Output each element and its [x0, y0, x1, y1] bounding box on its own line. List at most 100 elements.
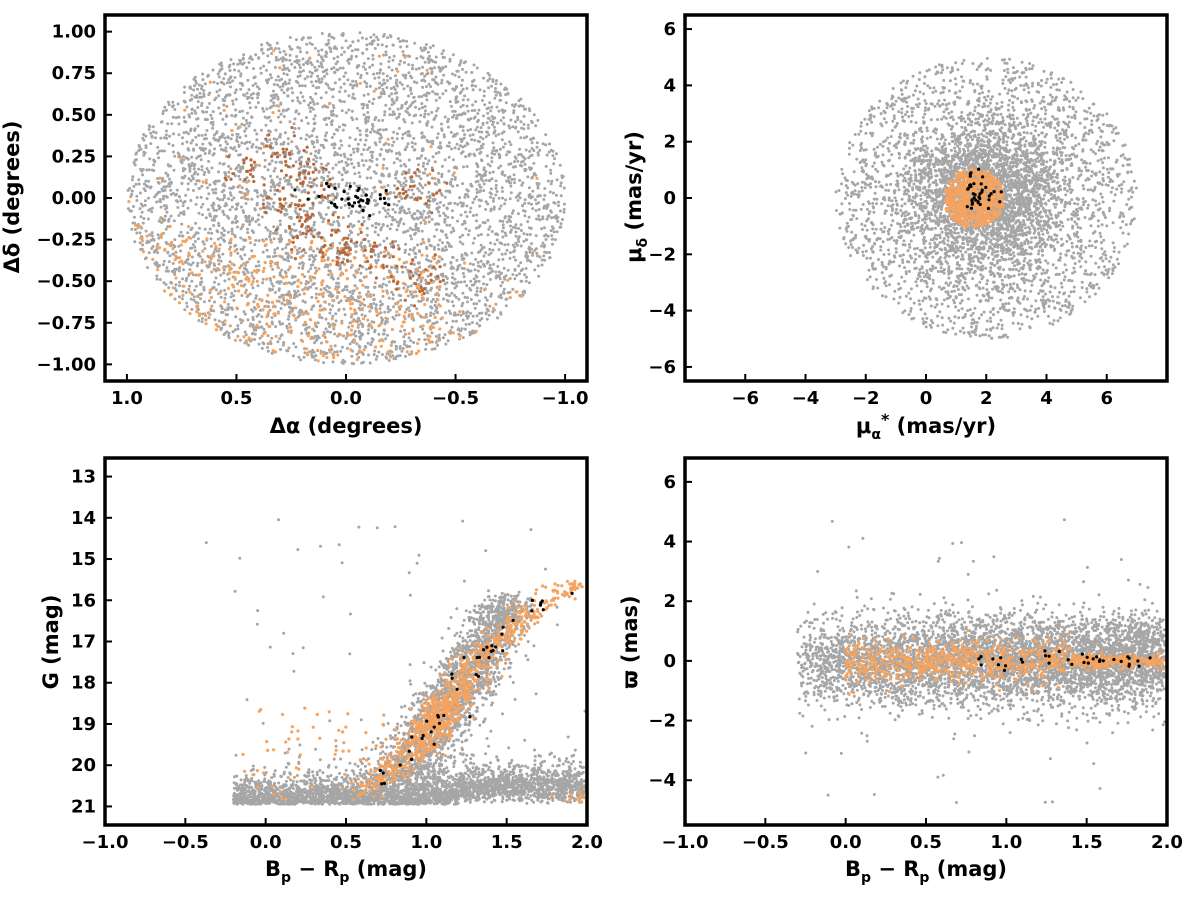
field-star — [190, 280, 193, 283]
field-star — [498, 99, 501, 102]
field-star — [233, 146, 236, 149]
field-star — [563, 203, 566, 206]
field-star — [491, 78, 494, 81]
field-star — [514, 165, 517, 168]
field-star — [397, 37, 400, 40]
field-star — [408, 309, 411, 312]
field-star — [229, 76, 232, 79]
field-star — [336, 350, 339, 353]
field-star — [362, 164, 365, 167]
field-star — [189, 199, 192, 202]
candidate-star — [187, 251, 190, 254]
candidate-star — [228, 265, 231, 268]
field-star — [163, 260, 166, 263]
field-star — [509, 257, 512, 260]
field-star — [363, 254, 366, 257]
field-star — [544, 133, 547, 136]
field-star — [212, 110, 215, 113]
field-star — [396, 96, 399, 99]
field-star — [275, 129, 278, 132]
field-star — [311, 63, 314, 66]
field-star — [437, 248, 440, 251]
field-star — [415, 68, 418, 71]
candidate-star — [160, 236, 163, 239]
field-star — [412, 180, 415, 183]
field-star — [486, 299, 489, 302]
field-star — [363, 62, 366, 65]
field-star — [546, 218, 549, 221]
field-star — [388, 173, 391, 176]
field-star — [445, 224, 448, 227]
field-star — [213, 181, 216, 184]
candidate-star — [383, 250, 386, 253]
field-star — [288, 216, 291, 219]
candidate-star — [382, 167, 385, 170]
field-star — [223, 194, 226, 197]
field-star — [342, 216, 345, 219]
field-star — [315, 296, 318, 299]
field-star — [381, 119, 384, 122]
field-star — [401, 173, 404, 176]
field-star — [190, 94, 193, 97]
field-star — [413, 114, 416, 117]
field-star — [420, 280, 423, 283]
field-star — [303, 210, 306, 213]
field-star — [404, 333, 407, 336]
field-star — [549, 169, 552, 172]
field-star — [404, 148, 407, 151]
field-star — [288, 179, 291, 182]
candidate-star — [402, 282, 405, 285]
candidate-star — [299, 281, 302, 284]
field-star — [165, 283, 168, 286]
field-star — [296, 81, 299, 84]
field-star — [423, 75, 426, 78]
field-star — [241, 319, 244, 322]
filament-star — [314, 168, 317, 171]
field-star — [467, 195, 470, 198]
field-star — [437, 151, 440, 154]
field-star — [444, 245, 447, 248]
field-star — [293, 296, 296, 299]
field-star — [356, 65, 359, 68]
candidate-star — [410, 317, 413, 320]
field-star — [473, 109, 476, 112]
field-star — [325, 55, 328, 58]
field-star — [538, 208, 541, 211]
field-star — [335, 282, 338, 285]
field-star — [238, 110, 241, 113]
field-star — [491, 115, 494, 118]
field-star — [460, 140, 463, 143]
field-star — [533, 268, 536, 271]
candidate-star — [323, 259, 326, 262]
field-star — [448, 224, 451, 227]
candidate-star — [209, 289, 212, 292]
field-star — [290, 256, 293, 259]
field-star — [474, 268, 477, 271]
field-star — [220, 327, 223, 330]
field-star — [292, 354, 295, 357]
filament-star — [385, 265, 388, 268]
field-star — [515, 274, 518, 277]
field-star — [489, 264, 492, 267]
field-star — [306, 51, 309, 54]
field-star — [256, 202, 259, 205]
field-star — [379, 154, 382, 157]
field-star — [257, 284, 260, 287]
field-star — [161, 189, 164, 192]
field-star — [495, 184, 498, 187]
field-star — [480, 126, 483, 129]
field-star — [496, 265, 499, 268]
candidate-star — [309, 275, 312, 278]
field-star — [241, 186, 244, 189]
field-star — [294, 117, 297, 120]
field-star — [144, 135, 147, 138]
field-star — [254, 239, 257, 242]
field-star — [459, 241, 462, 244]
field-star — [286, 213, 289, 216]
field-star — [231, 221, 234, 224]
field-star — [293, 290, 296, 293]
field-star — [230, 194, 233, 197]
field-star — [385, 53, 388, 56]
field-star — [343, 155, 346, 158]
field-star — [275, 59, 278, 62]
